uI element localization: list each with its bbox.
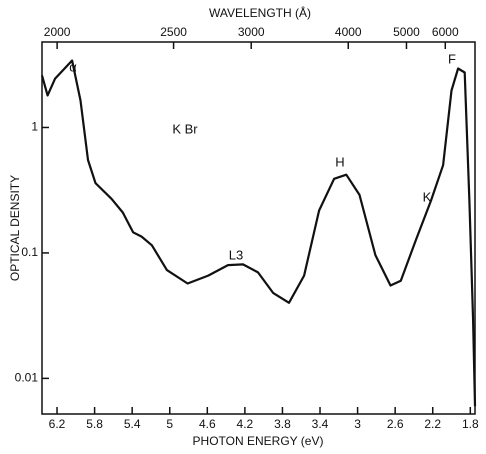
annotation: F	[448, 51, 456, 66]
x-tick-label: 4.6	[199, 417, 216, 431]
annotation: K	[423, 189, 432, 204]
annotation: H	[335, 154, 344, 169]
annotation: K Br	[172, 121, 198, 136]
y-axis-label: OPTICAL DENSITY	[8, 175, 22, 281]
x-tick-label: 3.4	[312, 417, 329, 431]
x2-tick-label: 6000	[432, 25, 459, 39]
x-tick-label: 5.8	[86, 417, 103, 431]
x-tick-label: 5	[166, 417, 173, 431]
x2-tick-label: 3000	[238, 25, 265, 39]
x-tick-label: 5.4	[124, 417, 141, 431]
x2-tick-label: 2500	[160, 25, 187, 39]
x2-tick-label: 2000	[44, 25, 71, 39]
x-tick-label: 6.2	[49, 417, 66, 431]
plot-frame	[41, 41, 476, 415]
annotation: L3	[229, 247, 243, 262]
x-tick-label: 2.6	[387, 417, 404, 431]
x-tick-label: 4.2	[237, 417, 254, 431]
y-tick-label: 1	[31, 120, 38, 134]
x-tick-label: 3	[354, 417, 361, 431]
x2-axis-label: WAVELENGTH (Å)	[209, 5, 311, 20]
x-axis-label: PHOTON ENERGY (eV)	[193, 434, 324, 448]
y-tick-label: 0.1	[21, 245, 38, 259]
annotation: α	[69, 59, 77, 74]
x-tick-label: 2.2	[424, 417, 441, 431]
x2-tick-label: 4000	[335, 25, 362, 39]
data-line	[40, 59, 477, 407]
x2-tick-label: 5000	[393, 25, 420, 39]
x-tick-label: 1.8	[462, 417, 479, 431]
x-tick-label: 3.8	[274, 417, 291, 431]
y-tick-label: 0.01	[15, 371, 39, 385]
